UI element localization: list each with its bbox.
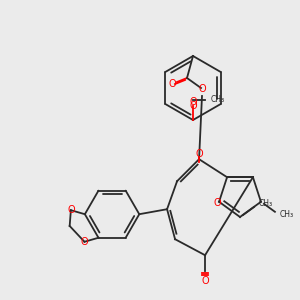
Text: O: O: [189, 97, 197, 107]
Text: CH₃: CH₃: [259, 200, 273, 208]
Text: O: O: [67, 205, 75, 215]
Text: O: O: [195, 149, 203, 159]
Text: CH₃: CH₃: [280, 210, 294, 219]
Text: CH₃: CH₃: [211, 95, 225, 104]
Text: O: O: [198, 84, 206, 94]
Text: O: O: [213, 198, 221, 208]
Text: O: O: [201, 276, 209, 286]
Text: O: O: [189, 101, 197, 111]
Text: O: O: [168, 79, 176, 89]
Text: O: O: [81, 237, 88, 247]
